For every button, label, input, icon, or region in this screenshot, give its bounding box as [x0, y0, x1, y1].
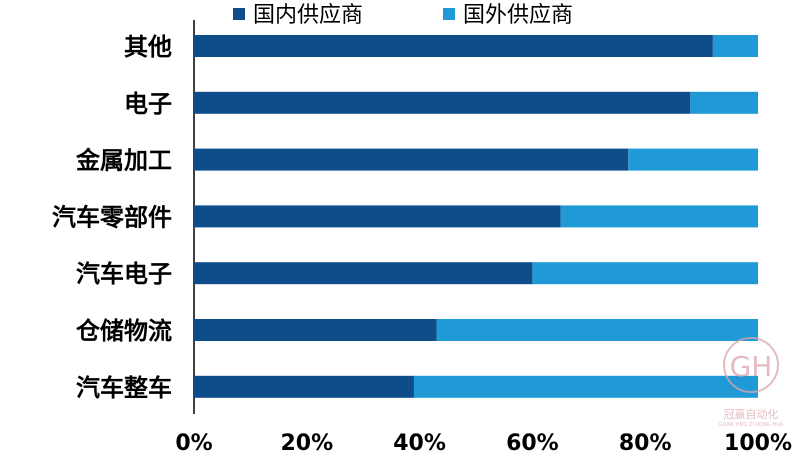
category-label: 汽车电子 [76, 260, 172, 288]
x-tick-label: 20% [280, 431, 333, 456]
legend-swatch-domestic [233, 8, 245, 20]
bar-domestic-2 [194, 148, 629, 171]
x-tick-label: 80% [619, 431, 672, 456]
bar-domestic-6 [194, 375, 414, 398]
bar-domestic-4 [194, 262, 533, 285]
category-label: 电子 [124, 90, 172, 118]
watermark-subtext: GUAN YING ZI DONG HUA [719, 422, 784, 428]
legend: 国内供应商 国外供应商 [233, 3, 573, 28]
bar-foreign-3 [560, 205, 758, 228]
watermark-logo-icon [723, 337, 779, 393]
legend-label-foreign: 国外供应商 [463, 3, 573, 28]
x-tick-labels: 0% 20% 40% 60% 80% 100% [175, 431, 792, 456]
bar-domestic-5 [194, 319, 437, 341]
legend-label-domestic: 国内供应商 [253, 3, 363, 28]
category-label: 仓储物流 [75, 317, 172, 345]
bar-foreign-5 [436, 319, 758, 341]
bar-foreign-2 [628, 148, 758, 171]
x-tick-label: 0% [175, 431, 212, 456]
bar-foreign-1 [690, 91, 758, 114]
watermark-monogram: GH [730, 350, 773, 383]
watermark: GH 冠赢自动化 GUAN YING ZI DONG HUA [719, 337, 784, 428]
bar-foreign-4 [532, 262, 758, 285]
x-tick-label: 60% [506, 431, 559, 456]
category-label: 汽车零部件 [52, 203, 172, 231]
category-label: 金属加工 [75, 147, 172, 175]
bars [194, 35, 758, 398]
x-tick-label: 100% [724, 431, 792, 456]
category-label: 其他 [124, 33, 172, 61]
watermark-text: 冠赢自动化 [724, 407, 779, 421]
bar-domestic-0 [194, 35, 713, 57]
bar-foreign-0 [712, 35, 758, 57]
x-tick-label: 40% [393, 431, 446, 456]
category-label: 汽车整车 [76, 374, 172, 402]
bar-foreign-6 [413, 375, 758, 398]
bar-domestic-1 [194, 91, 691, 114]
bar-domestic-3 [194, 205, 561, 228]
legend-swatch-foreign [443, 8, 455, 20]
